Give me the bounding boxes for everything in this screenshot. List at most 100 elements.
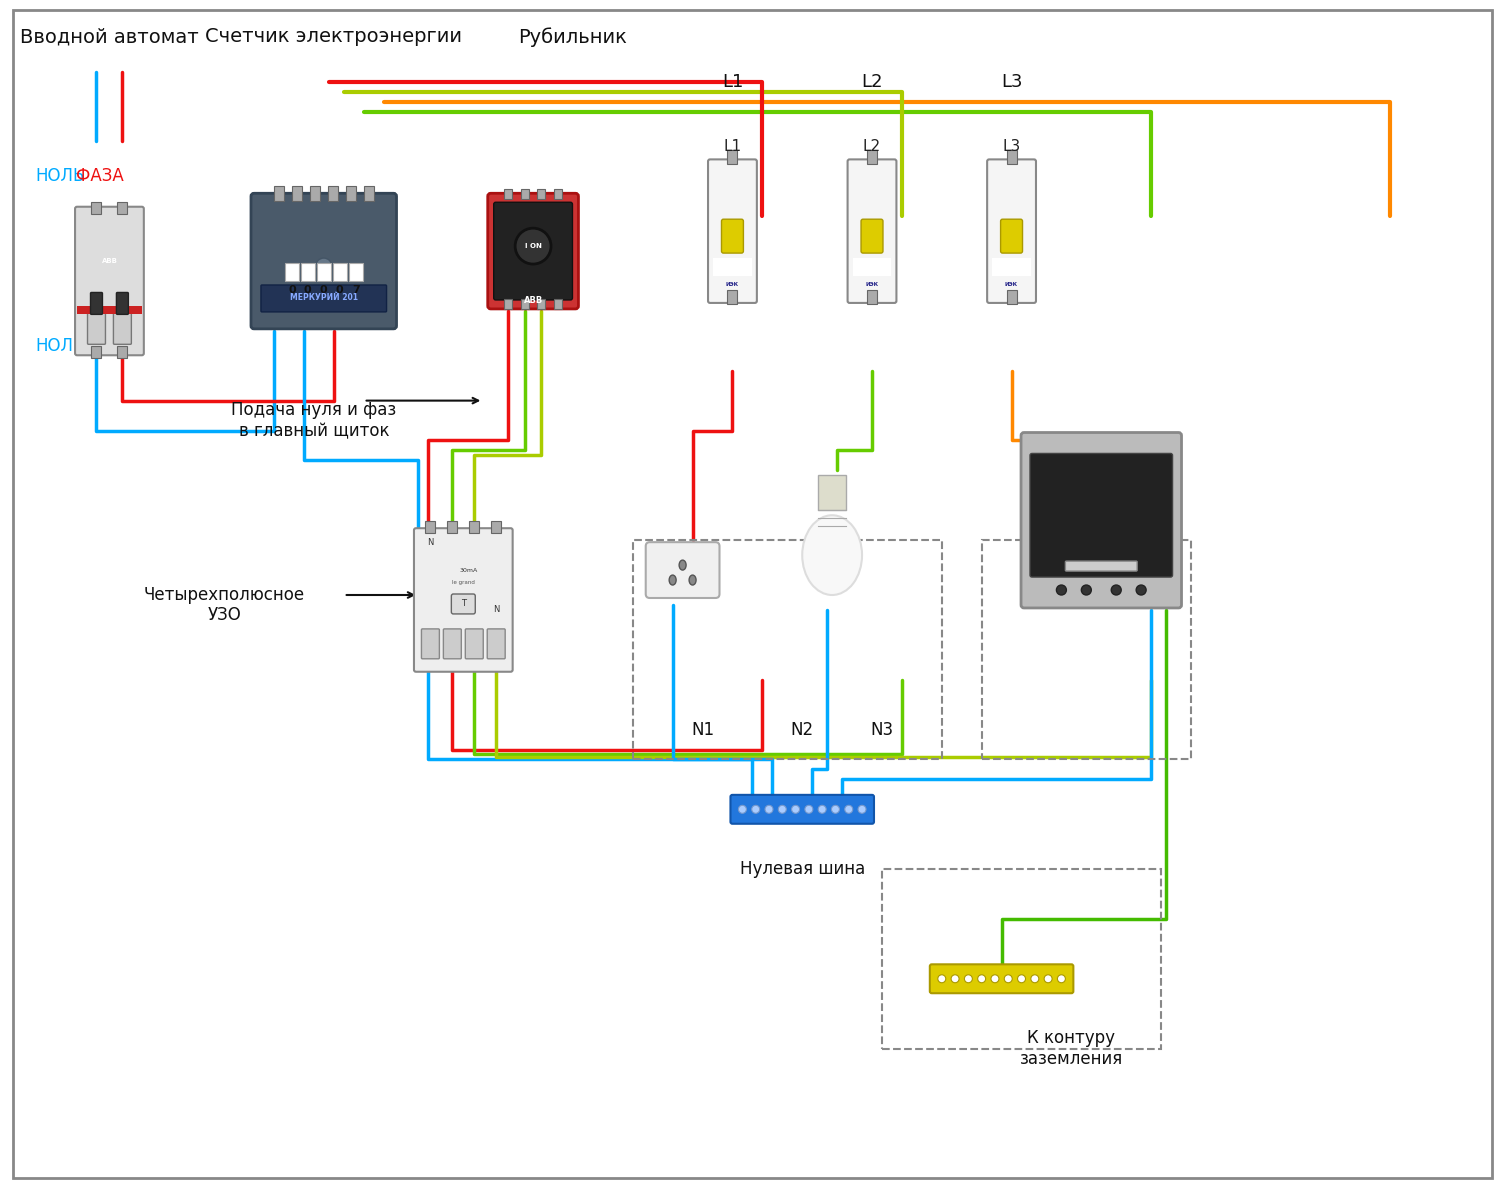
Text: Вводной автомат: Вводной автомат — [20, 27, 200, 46]
Bar — [728, 290, 738, 304]
FancyBboxPatch shape — [414, 529, 513, 671]
Bar — [818, 475, 846, 511]
Bar — [316, 263, 330, 282]
Bar — [117, 346, 128, 359]
Circle shape — [752, 805, 759, 814]
Text: N: N — [427, 538, 433, 546]
Text: ABB: ABB — [102, 258, 117, 264]
Bar — [92, 202, 102, 214]
Bar — [882, 870, 1161, 1049]
Text: 7: 7 — [352, 285, 360, 295]
Circle shape — [778, 805, 786, 814]
FancyBboxPatch shape — [1000, 220, 1023, 253]
Circle shape — [1056, 584, 1066, 595]
FancyBboxPatch shape — [861, 220, 883, 253]
FancyBboxPatch shape — [465, 628, 483, 659]
Text: 30mA: 30mA — [459, 568, 477, 573]
Text: Четырехполюсное
УЗО: Четырехполюсное УЗО — [144, 586, 304, 625]
Bar — [285, 263, 298, 282]
Circle shape — [1044, 975, 1052, 982]
Bar — [447, 522, 458, 533]
Ellipse shape — [680, 560, 686, 570]
Circle shape — [978, 975, 986, 982]
FancyBboxPatch shape — [452, 594, 476, 614]
Text: 0: 0 — [320, 285, 327, 295]
Circle shape — [792, 805, 800, 814]
Circle shape — [964, 975, 972, 982]
Circle shape — [738, 805, 747, 814]
Text: Рубильник: Рубильник — [519, 27, 627, 46]
Text: МЕРКУРИЙ 201: МЕРКУРИЙ 201 — [290, 293, 358, 303]
FancyBboxPatch shape — [708, 159, 758, 303]
Bar — [327, 187, 338, 201]
FancyBboxPatch shape — [488, 194, 579, 309]
Text: L3: L3 — [1002, 139, 1020, 154]
Bar — [852, 258, 891, 276]
Text: 0: 0 — [304, 285, 312, 295]
Bar — [728, 151, 738, 164]
Text: ABB: ABB — [524, 297, 543, 305]
Ellipse shape — [669, 575, 676, 584]
Circle shape — [831, 805, 840, 814]
FancyBboxPatch shape — [494, 202, 573, 299]
Circle shape — [1112, 584, 1120, 595]
Bar — [867, 151, 877, 164]
Circle shape — [514, 228, 550, 264]
Bar — [117, 202, 128, 214]
Text: НОЛЬ: НОЛЬ — [34, 336, 84, 355]
Text: L1: L1 — [722, 72, 742, 90]
Bar — [76, 307, 142, 314]
Text: 0: 0 — [288, 285, 296, 295]
Text: I ON: I ON — [525, 244, 542, 249]
Text: N1: N1 — [692, 721, 714, 739]
Text: ФАЗА: ФАЗА — [75, 168, 123, 185]
Text: L2: L2 — [861, 72, 883, 90]
Text: T: T — [460, 600, 466, 608]
Bar — [504, 299, 512, 309]
FancyBboxPatch shape — [87, 312, 105, 345]
Bar — [504, 189, 512, 200]
Bar — [310, 187, 320, 201]
Circle shape — [818, 805, 827, 814]
Bar — [302, 263, 315, 282]
FancyBboxPatch shape — [1065, 561, 1137, 571]
Bar — [348, 263, 363, 282]
Text: ИЭК: ИЭК — [865, 283, 879, 287]
Circle shape — [992, 975, 999, 982]
FancyBboxPatch shape — [730, 795, 874, 823]
Bar — [520, 299, 530, 309]
Text: Нулевая шина: Нулевая шина — [740, 860, 866, 878]
Bar — [992, 258, 1030, 276]
Bar — [1007, 290, 1017, 304]
Bar — [274, 187, 284, 201]
FancyBboxPatch shape — [261, 285, 387, 312]
Bar — [92, 346, 102, 359]
Circle shape — [1017, 975, 1026, 982]
Bar — [537, 299, 544, 309]
Text: Подача нуля и фаз
в главный щиток: Подача нуля и фаз в главный щиток — [231, 402, 396, 440]
Text: ФАЗА: ФАЗА — [75, 336, 123, 355]
Text: le grand: le grand — [452, 580, 474, 584]
Circle shape — [1136, 584, 1146, 595]
FancyBboxPatch shape — [1022, 432, 1182, 608]
Circle shape — [951, 975, 958, 982]
Bar — [470, 522, 480, 533]
Ellipse shape — [802, 516, 862, 595]
FancyBboxPatch shape — [987, 159, 1036, 303]
Circle shape — [1058, 975, 1065, 982]
Bar — [345, 187, 355, 201]
Text: НОЛЬ: НОЛЬ — [34, 168, 84, 185]
Text: L1: L1 — [723, 139, 741, 154]
Text: Счетчик электроэнергии: Счетчик электроэнергии — [206, 27, 462, 46]
Bar — [363, 187, 374, 201]
FancyBboxPatch shape — [117, 292, 129, 315]
Bar — [520, 189, 530, 200]
Text: L2: L2 — [862, 139, 880, 154]
FancyBboxPatch shape — [847, 159, 897, 303]
Circle shape — [806, 805, 813, 814]
Bar — [867, 290, 877, 304]
Text: L3: L3 — [1000, 72, 1023, 90]
Bar — [490, 522, 501, 533]
FancyBboxPatch shape — [114, 312, 132, 345]
Circle shape — [765, 805, 772, 814]
